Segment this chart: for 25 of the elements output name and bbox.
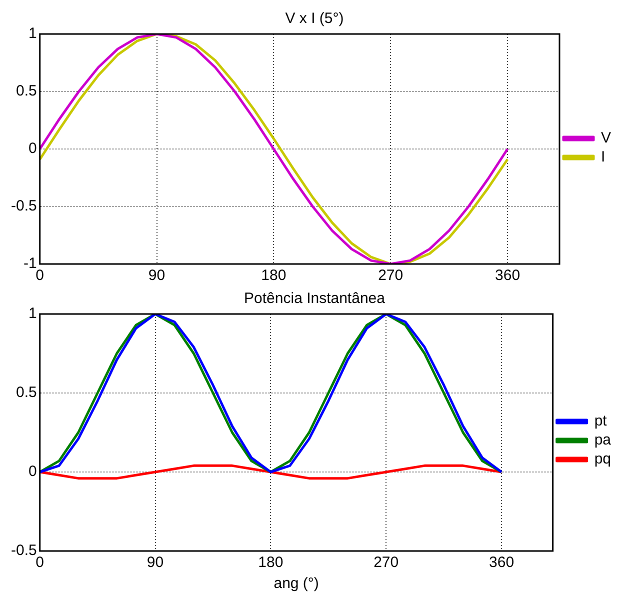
x-tick-label: 360 <box>495 267 520 284</box>
chart-title: V x I (5°) <box>285 10 344 28</box>
y-tick-label: 0 <box>28 463 37 480</box>
x-tick-label: 180 <box>258 554 284 572</box>
x-axis-title: ang (°) <box>274 575 319 592</box>
legend-label: V <box>600 130 612 147</box>
y-tick-label: 0 <box>28 140 37 158</box>
x-tick-label: 90 <box>148 267 166 284</box>
y-tick-label: -0.5 <box>10 198 37 215</box>
x-tick-label: 180 <box>261 267 286 284</box>
y-tick-label: 1 <box>28 305 37 322</box>
y-tick-label: -0.5 <box>10 542 37 560</box>
legend-label: I <box>600 148 606 166</box>
y-tick-label: 1 <box>28 25 37 42</box>
x-tick-label: 90 <box>146 554 164 572</box>
x-tick-label: 270 <box>378 267 404 284</box>
legend-label: pq <box>594 450 612 468</box>
x-tick-label: 360 <box>489 554 514 572</box>
y-tick-label: 0.5 <box>16 82 37 100</box>
x-tick-label: 270 <box>374 554 399 572</box>
legend-label: pa <box>594 432 612 449</box>
chart-title: Potência Instantânea <box>244 290 386 308</box>
legend-label: pt <box>594 412 608 430</box>
y-tick-label: -1 <box>24 255 37 272</box>
y-tick-label: 0.5 <box>16 384 37 402</box>
